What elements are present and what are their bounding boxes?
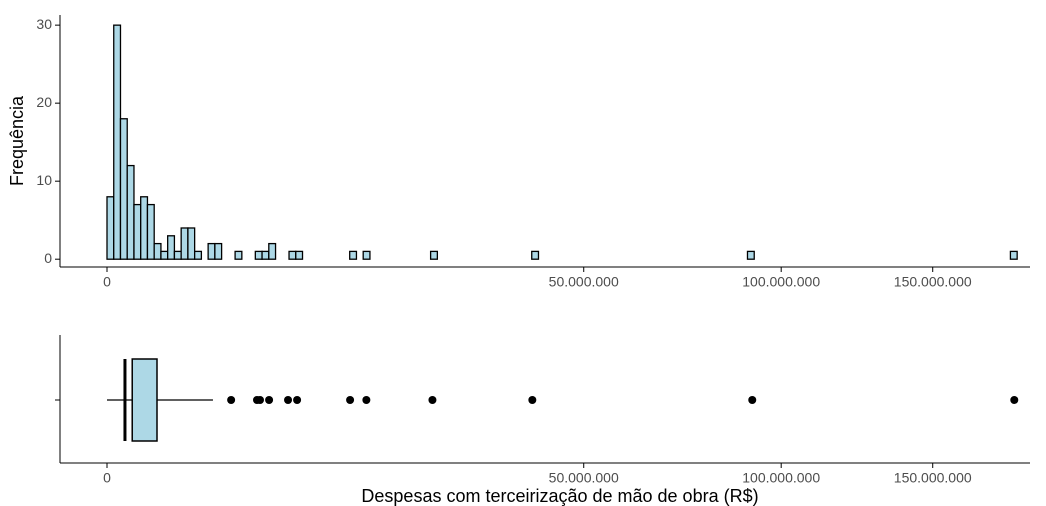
bar — [160, 250, 169, 260]
outlier — [362, 396, 371, 404]
bar — [349, 250, 358, 260]
bar — [119, 118, 128, 260]
bar — [146, 203, 155, 260]
bar — [126, 164, 135, 260]
outlier — [293, 396, 302, 404]
outlier — [428, 396, 437, 404]
bar — [193, 250, 203, 260]
x-tick-label: 150.000.000 — [894, 274, 972, 290]
outlier — [528, 396, 537, 404]
outlier — [255, 396, 264, 404]
x-tick-label: 50.000.000 — [549, 274, 619, 290]
x-axis-title: Despesas com terceirização de mão de obr… — [361, 486, 758, 506]
bar — [1009, 250, 1018, 260]
bar — [295, 250, 304, 260]
bar — [261, 250, 270, 260]
bar — [106, 196, 115, 260]
x-tick-label: 100.000.000 — [742, 274, 820, 290]
bar — [531, 250, 540, 260]
bar — [362, 250, 371, 260]
bar — [153, 242, 162, 260]
outlier — [265, 396, 274, 404]
y-tick-label: 30 — [36, 16, 52, 32]
bar — [167, 235, 176, 260]
outlier — [346, 396, 355, 404]
y-tick-label: 10 — [36, 172, 52, 188]
x-tick-label: 100.000.000 — [742, 470, 820, 486]
outlier — [227, 396, 236, 404]
y-tick-label: 20 — [36, 94, 52, 110]
outlier — [748, 396, 757, 404]
bar — [288, 250, 297, 260]
bar — [214, 242, 223, 260]
bar — [746, 250, 755, 260]
x-tick-label: 0 — [103, 470, 111, 486]
bar — [207, 242, 216, 260]
bar — [133, 203, 142, 260]
y-axis-title: Frequência — [7, 95, 27, 186]
x-tick-label: 0 — [103, 274, 111, 290]
outlier — [284, 396, 293, 404]
bar — [173, 250, 182, 260]
bar — [113, 24, 122, 260]
outlier — [1010, 396, 1019, 404]
bar — [187, 227, 196, 260]
box — [131, 358, 158, 442]
bar — [254, 250, 263, 260]
bar — [429, 250, 439, 260]
bar — [268, 242, 277, 260]
x-tick-label: 150.000.000 — [894, 470, 972, 486]
bar — [234, 250, 243, 260]
x-tick-label: 50.000.000 — [549, 470, 619, 486]
bar — [140, 196, 149, 260]
bar — [180, 227, 189, 260]
y-tick-label: 0 — [44, 250, 52, 266]
